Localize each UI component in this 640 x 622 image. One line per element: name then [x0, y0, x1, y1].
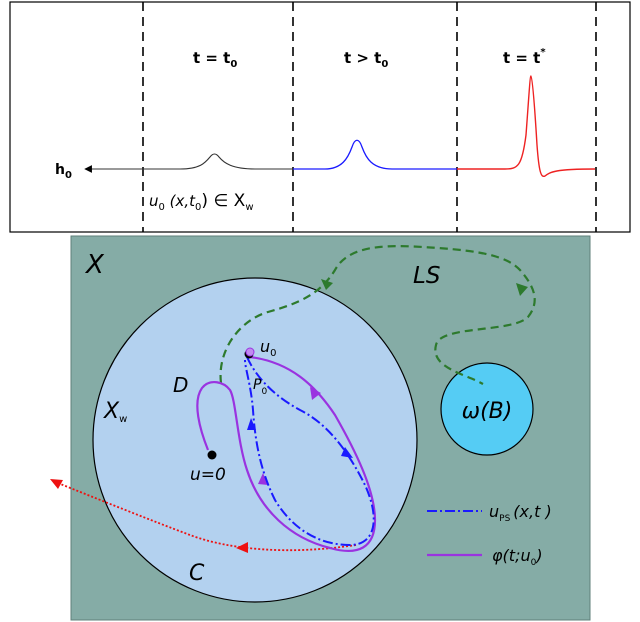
- pulse-curve-early: [84, 153, 293, 173]
- ls-arrow-2-icon: [516, 283, 528, 296]
- label-LS: LS: [413, 263, 440, 289]
- ps-trajectory: [244, 356, 375, 547]
- label-omega-B: ω(B): [462, 399, 513, 424]
- ps-arrow-2-icon: [247, 418, 256, 430]
- point-u0-halo: [245, 347, 255, 357]
- phi-arrow-1-icon: [310, 387, 321, 400]
- label-h0: h0: [55, 162, 72, 181]
- label-t-equals-t0: t = t0: [193, 49, 237, 70]
- top-panel: t = t0 t > t0 t = t* h0 u0 (x,t0) ∈ Xw: [9, 1, 631, 233]
- ball-Xw: [92, 277, 418, 603]
- ps-arrow-1-icon: [341, 447, 353, 458]
- top-panel-frame: [9, 1, 631, 233]
- label-X: X: [84, 250, 105, 280]
- ls-arrow-1-icon: [321, 279, 333, 290]
- point-u-zero: [207, 450, 217, 460]
- label-D: D: [173, 373, 188, 397]
- label-Xw: Xw: [103, 399, 127, 425]
- legend: uPS (x,t ) φ(t;u0): [427, 502, 552, 568]
- red-arrow-end-icon: [50, 479, 63, 489]
- red-arrow-mid-icon: [236, 542, 248, 553]
- pulse-curve-middle: [293, 139, 457, 170]
- phi-orbit: [196, 355, 377, 553]
- legend-phi-label: φ(t;u0): [492, 546, 543, 568]
- label-initial-condition: u0 (x,t0) ∈ Xw: [149, 191, 254, 213]
- ls-trajectory: [219, 245, 536, 385]
- label-C: C: [189, 561, 205, 586]
- phi-arrow-2-icon: [258, 473, 268, 485]
- label-u0: u0: [260, 337, 277, 359]
- label-P0: P0: [253, 377, 267, 397]
- label-t-equals-tstar: t = t*: [503, 47, 546, 67]
- omega-B-region: [440, 362, 534, 456]
- label-t-greater-t0: t > t0: [344, 49, 388, 70]
- label-u-equals-zero: u=0: [190, 465, 226, 485]
- pulse-curve-late: [457, 75, 596, 178]
- legend-ps-label: uPS (x,t ): [489, 502, 552, 524]
- bottom-panel: X ω(B) LS u0 P0 D Xw u=0 C: [50, 235, 591, 621]
